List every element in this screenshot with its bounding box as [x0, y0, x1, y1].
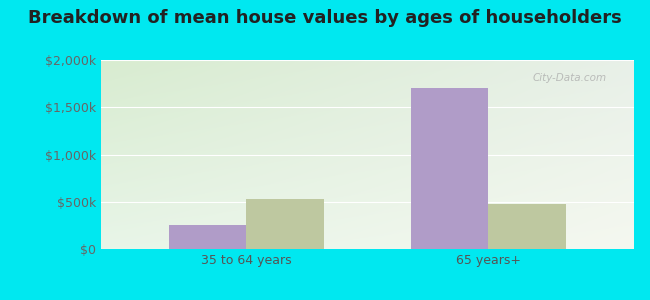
Bar	[246, 200, 324, 249]
Bar	[168, 225, 246, 249]
Text: Breakdown of mean house values by ages of householders: Breakdown of mean house values by ages o…	[28, 9, 622, 27]
Bar	[488, 204, 566, 249]
Bar	[411, 88, 488, 249]
Text: City-Data.com: City-Data.com	[533, 73, 607, 83]
